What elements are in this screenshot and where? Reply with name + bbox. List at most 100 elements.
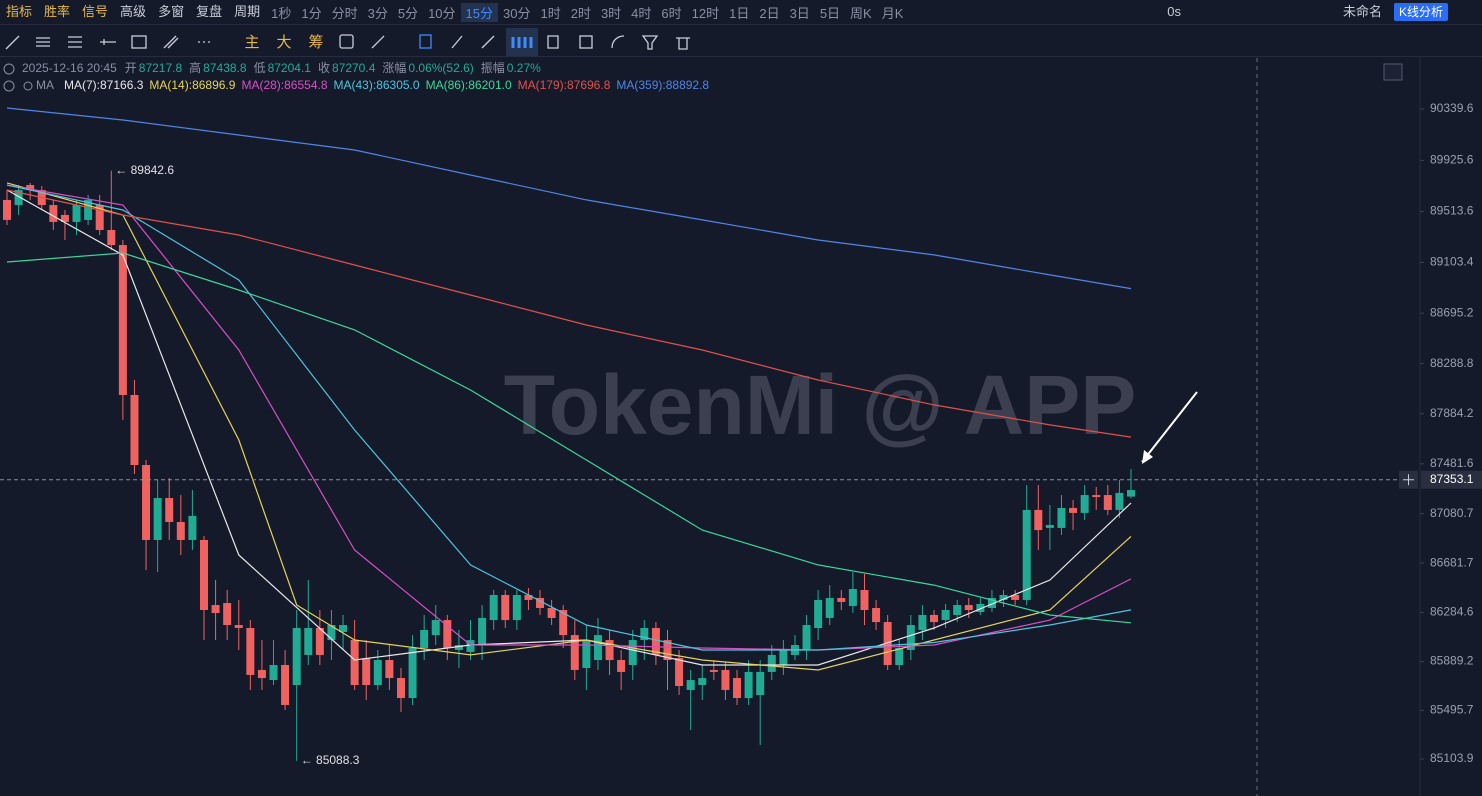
tool-label[interactable]: 大 xyxy=(276,34,291,51)
candle-body xyxy=(918,614,927,630)
timeframe[interactable]: 分时 xyxy=(331,5,358,21)
timeframe[interactable]: 2日 xyxy=(759,5,780,21)
toolbar-item[interactable]: 指标 xyxy=(6,4,33,19)
timeframe[interactable]: 5分 xyxy=(397,5,419,21)
candle-body xyxy=(385,660,394,679)
candle-body xyxy=(605,640,614,661)
candle-body xyxy=(60,214,69,222)
info-label: 振幅 xyxy=(481,60,505,75)
candle-body xyxy=(292,628,301,685)
tool-channel[interactable] xyxy=(36,37,50,47)
candle-body xyxy=(246,628,255,675)
tool-hline[interactable] xyxy=(100,39,116,45)
timeframe[interactable]: 15分 xyxy=(460,2,498,22)
last-price-box xyxy=(1421,470,1482,489)
analysis-button[interactable]: K线分析 xyxy=(1393,3,1448,21)
timeframe[interactable]: 30分 xyxy=(503,5,531,21)
info-label: 涨幅 xyxy=(382,60,406,75)
timeframe[interactable]: 4时 xyxy=(631,5,652,21)
candle-body xyxy=(478,617,487,646)
timeframe[interactable]: 6时 xyxy=(661,5,682,21)
timeframe[interactable]: 1秒 xyxy=(271,5,292,21)
tool-measure[interactable] xyxy=(371,35,385,49)
timeframe[interactable]: 1时 xyxy=(540,5,561,21)
timeframe[interactable]: 1日 xyxy=(729,5,750,21)
candle-body xyxy=(153,498,162,540)
tool-sync[interactable] xyxy=(339,34,354,49)
fullscreen-button[interactable] xyxy=(1383,63,1403,81)
timeframe[interactable]: 1分 xyxy=(301,5,322,21)
collapse-icon[interactable] xyxy=(3,80,15,92)
y-tick-label: 85495.7 xyxy=(1430,703,1474,717)
info-value: 0.27% xyxy=(507,61,541,75)
candle-body xyxy=(582,640,591,668)
timeframe[interactable]: 5日 xyxy=(819,5,841,21)
toolbar-item[interactable]: 胜率 xyxy=(44,4,71,19)
candle-body xyxy=(1045,524,1054,528)
tool-pen[interactable] xyxy=(481,35,495,49)
timeframe[interactable]: 3分 xyxy=(367,5,388,21)
ma-line xyxy=(6,184,1132,651)
candle-body xyxy=(501,594,510,621)
tool-note[interactable] xyxy=(579,35,593,49)
tool-label[interactable]: 主 xyxy=(244,34,259,51)
timeframe[interactable]: 周K xyxy=(850,5,872,21)
tool-pitchfork[interactable] xyxy=(163,35,179,49)
timeframe[interactable]: 10分 xyxy=(428,5,456,21)
tool-label[interactable]: 筹 xyxy=(308,34,323,51)
toolbar-item[interactable]: 高级 xyxy=(120,4,147,19)
tool-filter[interactable] xyxy=(641,35,659,50)
tool-clip[interactable] xyxy=(547,35,559,49)
extreme-label: ← 89842.6 xyxy=(115,163,174,177)
legend-entry: MA(7):87166.3 xyxy=(64,78,144,92)
candle-body xyxy=(454,645,463,650)
tool-line[interactable] xyxy=(5,35,20,50)
candle-body xyxy=(269,665,278,681)
tool-rect[interactable] xyxy=(131,35,147,49)
y-tick-label: 88695.2 xyxy=(1430,305,1474,319)
y-tick-label: 85889.2 xyxy=(1430,654,1474,668)
candle-body xyxy=(976,603,985,612)
timeframe[interactable]: 月K xyxy=(881,5,904,21)
info-label: 低 xyxy=(254,61,266,75)
drawing-tools: 主大筹 xyxy=(5,28,690,56)
toolbar-item[interactable]: 信号 xyxy=(82,4,109,19)
candle-body xyxy=(756,671,765,696)
toolbar-item[interactable]: 复盘 xyxy=(196,4,223,19)
candle-body xyxy=(176,521,185,540)
timeframe[interactable]: 3日 xyxy=(789,5,810,21)
candle-body xyxy=(733,678,742,699)
tool-ruler[interactable] xyxy=(451,35,463,49)
candle-body xyxy=(257,669,266,679)
timeframe[interactable]: 3时 xyxy=(600,5,622,21)
candle-body xyxy=(744,671,753,699)
timer: 0s xyxy=(1167,4,1181,19)
toolbar-item[interactable]: 周期 xyxy=(234,4,261,19)
candle-body xyxy=(327,625,336,641)
ma-line xyxy=(6,189,1132,438)
drawing-toolbar: 主大筹 xyxy=(0,28,1482,57)
tool-fib[interactable] xyxy=(68,36,82,48)
tool-candle-active[interactable] xyxy=(506,28,538,56)
candle-body xyxy=(26,185,35,191)
timeframe[interactable]: 2时 xyxy=(570,5,591,21)
tool-magnet[interactable] xyxy=(611,35,625,49)
candle-body xyxy=(964,605,973,611)
toolbar-item[interactable]: 多窗 xyxy=(158,4,185,19)
candle-body xyxy=(84,199,93,220)
candle-body xyxy=(941,610,950,621)
candle-body xyxy=(420,629,429,648)
timeframe[interactable]: 12时 xyxy=(691,5,720,21)
candle-body xyxy=(512,594,521,621)
layout-name[interactable]: 未命名 xyxy=(1342,4,1382,19)
candle-body xyxy=(906,625,915,650)
candle-body xyxy=(593,635,602,661)
alert-icon[interactable] xyxy=(23,81,33,91)
tool-select[interactable] xyxy=(419,34,432,49)
candle-body xyxy=(779,649,788,666)
collapse-icon[interactable] xyxy=(3,63,15,75)
candle-body xyxy=(466,640,475,652)
tool-delete[interactable] xyxy=(676,37,690,50)
candle-body xyxy=(199,539,208,611)
